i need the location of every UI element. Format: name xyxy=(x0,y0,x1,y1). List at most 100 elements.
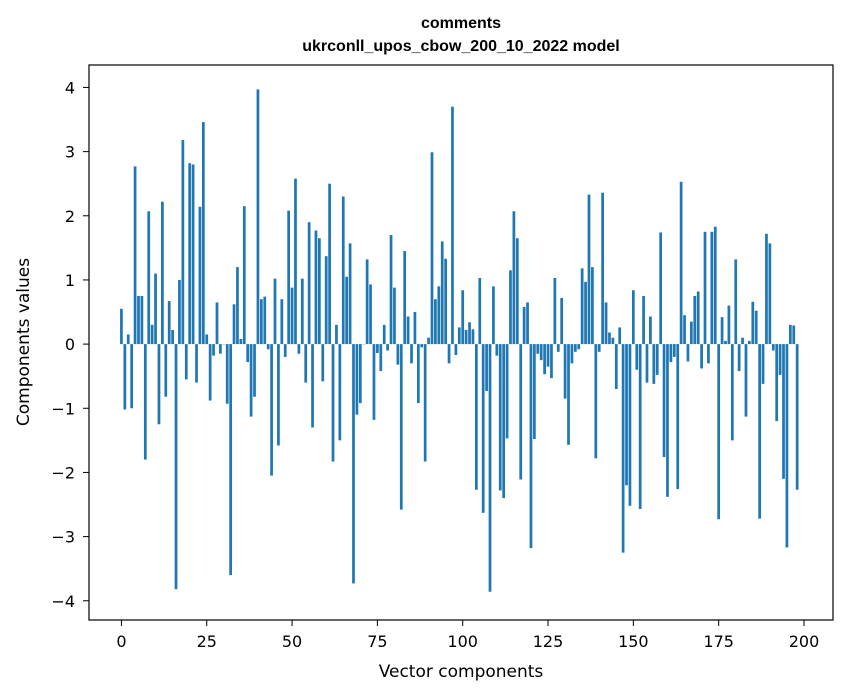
bar-92 xyxy=(434,299,437,345)
bar-182 xyxy=(741,337,744,345)
bar-49 xyxy=(287,210,291,345)
bar-192 xyxy=(775,344,779,422)
bar-123 xyxy=(539,344,543,361)
bar-148 xyxy=(625,344,628,486)
bar-6 xyxy=(140,295,144,345)
bar-82 xyxy=(399,344,403,510)
bar-18 xyxy=(181,140,185,345)
x-tick-label: 0 xyxy=(116,632,126,651)
bar-103 xyxy=(471,329,475,345)
bar-58 xyxy=(318,238,321,345)
y-tick-label: −4 xyxy=(51,592,75,611)
bar-53 xyxy=(300,278,304,345)
bar-118 xyxy=(522,306,526,345)
x-tick-label: 25 xyxy=(197,632,217,651)
bar-68 xyxy=(352,344,355,584)
bar-52 xyxy=(297,344,301,354)
bar-126 xyxy=(550,344,553,379)
bar-90 xyxy=(427,337,430,345)
bar-16 xyxy=(174,344,178,590)
bar-101 xyxy=(464,329,468,345)
chart-title: comments xyxy=(421,15,501,32)
x-tick-label: 125 xyxy=(533,632,564,651)
bar-105 xyxy=(478,278,482,345)
bar-147 xyxy=(621,344,625,553)
bar-198 xyxy=(795,344,799,490)
bar-23 xyxy=(198,206,202,345)
bar-89 xyxy=(423,344,427,462)
bar-116 xyxy=(515,238,519,345)
bar-63 xyxy=(335,324,338,345)
bar-193 xyxy=(778,344,782,375)
bar-22 xyxy=(195,344,198,383)
bar-137 xyxy=(587,194,591,345)
bar-12 xyxy=(161,201,164,345)
bar-74 xyxy=(372,344,376,420)
bar-28 xyxy=(215,302,219,345)
bar-102 xyxy=(468,322,471,345)
bar-166 xyxy=(686,344,690,362)
bar-45 xyxy=(273,278,277,345)
bar-25 xyxy=(205,334,209,345)
bar-111 xyxy=(498,344,502,491)
bar-187 xyxy=(758,344,761,519)
bar-184 xyxy=(748,340,751,345)
bar-10 xyxy=(154,273,157,345)
bar-11 xyxy=(157,344,161,425)
bar-144 xyxy=(611,337,615,345)
y-axis-ticks: 4 3 2 1 0 −1 −2 −3 −4 xyxy=(51,78,89,611)
bar-65 xyxy=(341,196,345,345)
bar-196 xyxy=(788,324,792,345)
bar-72 xyxy=(365,259,369,345)
bar-7 xyxy=(143,344,147,460)
bar-42 xyxy=(263,296,267,345)
bar-127 xyxy=(553,278,557,345)
bar-164 xyxy=(679,181,683,345)
bar-61 xyxy=(328,183,331,345)
bar-29 xyxy=(219,344,222,354)
bar-154 xyxy=(645,344,649,383)
bar-21 xyxy=(191,164,195,345)
bar-186 xyxy=(754,310,758,345)
bar-48 xyxy=(283,344,287,357)
bar-14 xyxy=(167,301,171,345)
bar-168 xyxy=(693,295,697,345)
bar-171 xyxy=(703,231,707,345)
bar-56 xyxy=(311,344,314,428)
bar-139 xyxy=(594,344,598,459)
bar-81 xyxy=(396,344,400,365)
y-tick-label: −3 xyxy=(51,528,75,547)
bar-83 xyxy=(403,251,407,345)
bar-64 xyxy=(338,344,342,441)
bar-77 xyxy=(382,324,386,345)
bar-106 xyxy=(481,344,485,513)
bar-27 xyxy=(212,344,215,356)
bar-162 xyxy=(672,344,676,357)
bar-122 xyxy=(536,344,540,354)
bar-120 xyxy=(529,344,533,549)
bar-157 xyxy=(655,344,659,375)
bar-46 xyxy=(277,344,280,446)
y-tick-label: 4 xyxy=(65,78,75,97)
bar-180 xyxy=(734,259,738,345)
bar-38 xyxy=(249,344,253,417)
bar-86 xyxy=(413,312,417,345)
bar-141 xyxy=(601,192,604,345)
bar-167 xyxy=(690,321,693,345)
bar-67 xyxy=(348,243,352,345)
bar-33 xyxy=(232,304,236,345)
plot-frame xyxy=(88,64,834,621)
bar-55 xyxy=(307,222,311,345)
bar-57 xyxy=(314,230,318,345)
x-tick-label: 75 xyxy=(367,632,387,651)
bar-15 xyxy=(171,329,174,345)
bar-5 xyxy=(137,295,140,345)
bar-136 xyxy=(584,281,587,345)
bar-95 xyxy=(444,258,448,345)
bar-132 xyxy=(570,344,574,364)
bar-24 xyxy=(201,122,205,345)
bar-79 xyxy=(389,235,393,345)
bar-39 xyxy=(253,344,256,397)
bar-149 xyxy=(628,344,632,506)
